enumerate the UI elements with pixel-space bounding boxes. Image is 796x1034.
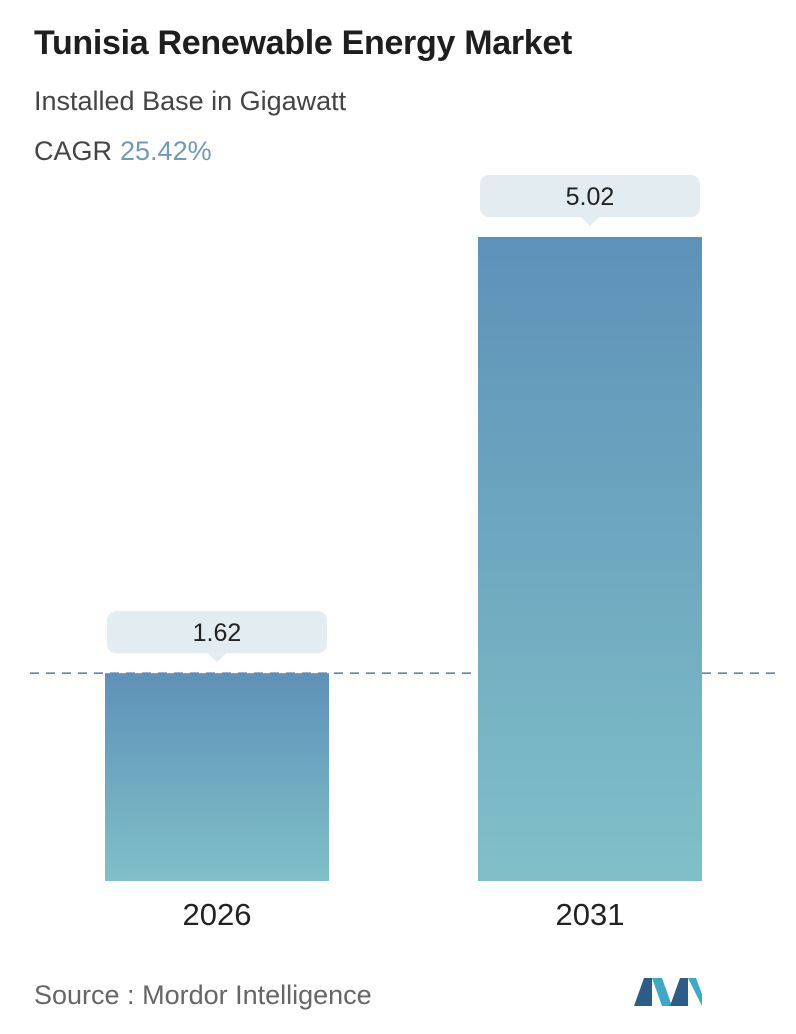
bar-chart: 1.62 2026 5.02 2031 (30, 175, 782, 932)
chart-title: Tunisia Renewable Energy Market (34, 24, 573, 62)
data-label-2031: 5.02 (480, 175, 700, 226)
source-label: Source : (34, 980, 135, 1010)
data-label-text: 5.02 (566, 183, 615, 211)
bar-2026 (105, 673, 329, 881)
cagr-line: CAGR 25.42% (34, 136, 212, 167)
cagr-label: CAGR (34, 136, 113, 166)
x-tick-label: 2031 (556, 897, 625, 932)
source-name: Mordor Intelligence (142, 980, 372, 1010)
bar-2031 (478, 237, 702, 881)
data-label-2026: 1.62 (107, 611, 327, 663)
x-tick-label: 2026 (183, 897, 252, 932)
cagr-value: 25.42% (120, 136, 212, 166)
data-label-text: 1.62 (193, 619, 242, 647)
mordor-intelligence-logo-icon (634, 978, 702, 1006)
chart-subtitle: Installed Base in Gigawatt (34, 86, 347, 116)
source-attribution: Source : Mordor Intelligence (34, 980, 372, 1011)
